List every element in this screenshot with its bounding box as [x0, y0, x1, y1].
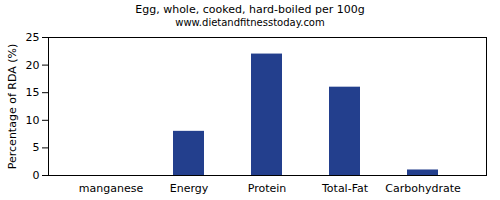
svg-text:20: 20 [26, 59, 40, 72]
html-text:Egg, whole, cooked, hard-boile: Egg, whole, cooked, hard-boiled per 100g [135, 3, 365, 16]
html-text:www.dietandfitnesstoday.com: www.dietandfitnesstoday.com [175, 17, 325, 28]
svg-text:Carbohydrate: Carbohydrate [385, 182, 461, 195]
svg-text:0: 0 [33, 169, 40, 182]
svg-text:manganese: manganese [79, 182, 144, 195]
svg-text:Total-Fat: Total-Fat [321, 182, 369, 195]
svg-text:25: 25 [26, 31, 40, 44]
svg-text:15: 15 [26, 86, 40, 99]
svg-text:Protein: Protein [248, 182, 287, 195]
svg-text:Energy: Energy [170, 182, 209, 195]
svg-text:5: 5 [33, 141, 40, 154]
svg-text:10: 10 [26, 114, 40, 127]
svg-text:Percentage of RDA (%): Percentage of RDA (%) [6, 44, 19, 169]
